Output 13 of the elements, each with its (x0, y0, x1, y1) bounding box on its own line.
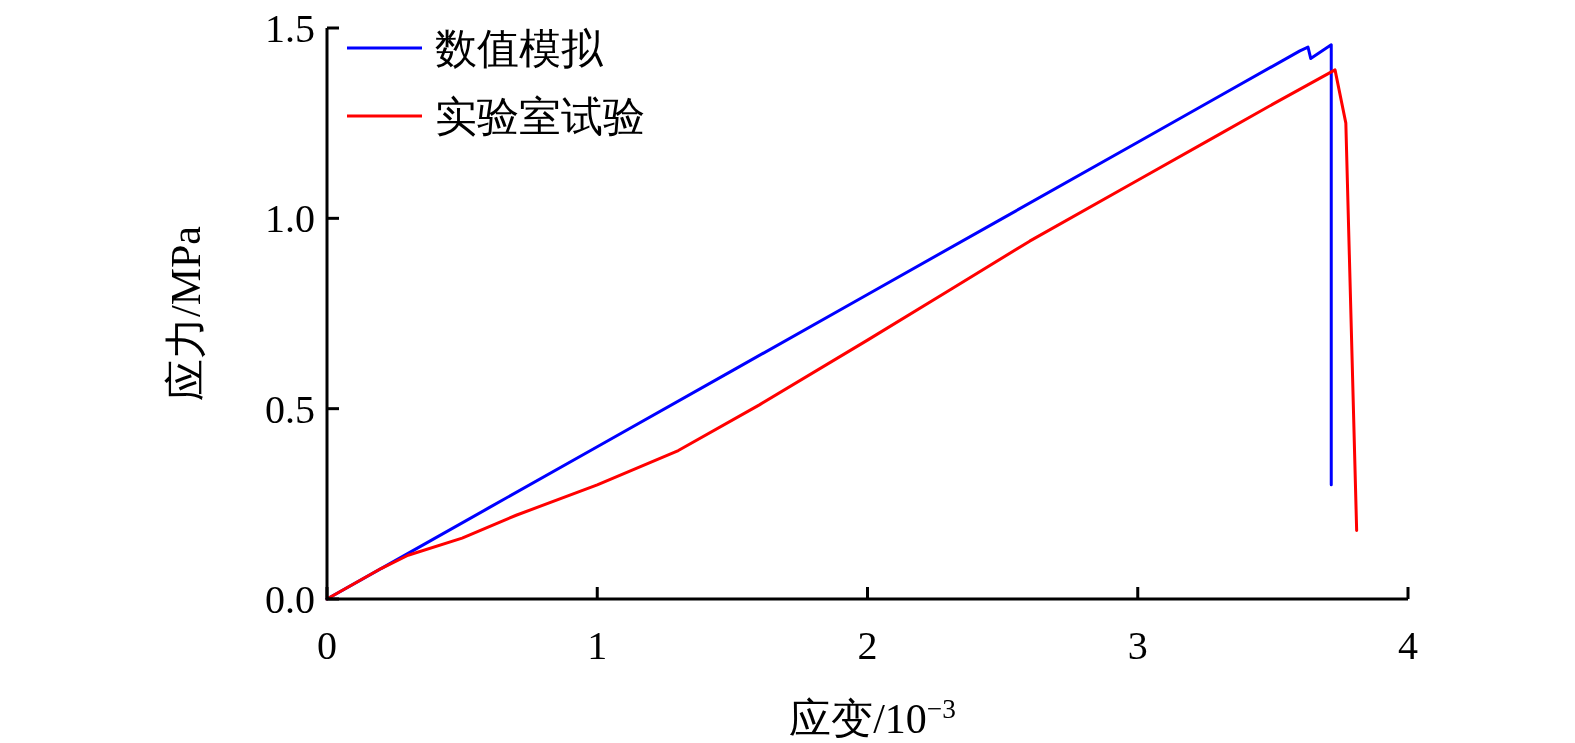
x-tick-label: 2 (857, 623, 878, 668)
y-tick-label: 1.0 (265, 196, 315, 242)
x-tick-label: 4 (1398, 623, 1418, 668)
x-axis-title: 应变/10$^{−3}$ (789, 694, 956, 742)
x-tick-label: 3 (1127, 623, 1148, 668)
y-tick-label: 0.0 (265, 577, 315, 622)
y-tick-label: 0.5 (265, 386, 315, 432)
x-tick-label: 0 (317, 623, 337, 668)
legend-label: 数值模拟 (435, 26, 604, 72)
x-tick-label: 1 (587, 623, 608, 668)
legend-label: 实验室试验 (435, 94, 645, 140)
y-tick-label: 1.5 (265, 6, 315, 51)
y-axis-title: 应力/MPa (163, 225, 209, 402)
